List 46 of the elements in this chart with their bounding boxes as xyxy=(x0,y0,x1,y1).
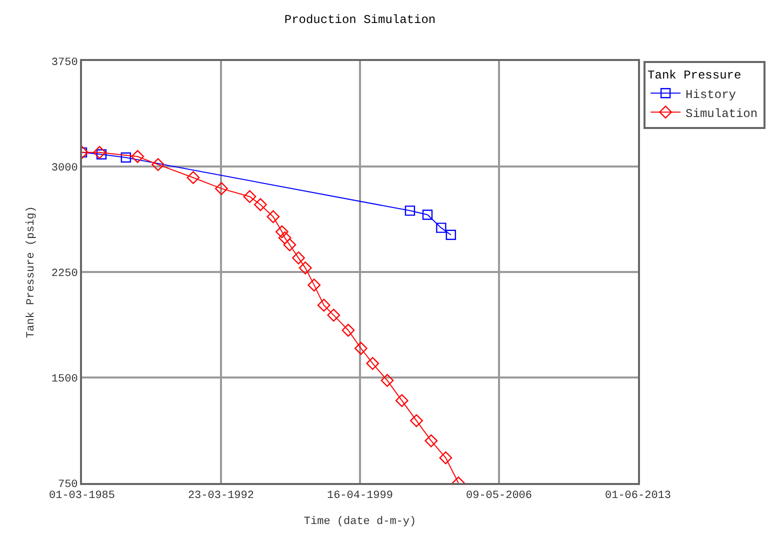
y-tick-label: 1500 xyxy=(51,373,78,386)
point xyxy=(276,225,288,238)
point xyxy=(446,230,456,240)
x-tick-label: 01-03-1985 xyxy=(48,490,116,502)
point xyxy=(404,206,416,216)
legend-label: History xyxy=(686,88,736,102)
point xyxy=(243,190,256,204)
y-tick-label: 3000 xyxy=(51,162,78,174)
point xyxy=(266,210,280,224)
y-tick-label: 750 xyxy=(58,478,78,491)
x-tick-label: 23-03-1992 xyxy=(188,490,254,502)
point xyxy=(152,158,165,171)
x-tick-label: 09-05-2006 xyxy=(466,490,532,502)
legend-label: Simulation xyxy=(686,106,758,121)
legend-title: Tank Pressure xyxy=(648,68,742,83)
point xyxy=(292,251,305,264)
point xyxy=(186,171,200,184)
point xyxy=(395,394,408,408)
point xyxy=(93,146,106,159)
y-tick-label: 3750 xyxy=(51,56,78,69)
point xyxy=(317,298,330,312)
x-tick-label: 01-06-2013 xyxy=(604,490,672,502)
point xyxy=(254,198,267,212)
point xyxy=(410,414,423,428)
point xyxy=(380,374,394,387)
y-tick-label: 2250 xyxy=(51,268,78,280)
y-axis-title: Tank Pressure (psig) xyxy=(26,206,38,338)
point xyxy=(327,308,340,322)
point xyxy=(131,150,144,163)
point xyxy=(422,210,433,220)
point xyxy=(278,231,292,244)
point xyxy=(120,152,132,163)
point xyxy=(283,238,296,252)
point xyxy=(96,149,107,160)
x-axis-title: Time (date d-m-y) xyxy=(304,516,416,528)
point xyxy=(298,261,312,274)
point xyxy=(342,324,355,337)
chart-title: Production Simulation xyxy=(284,12,436,27)
point xyxy=(366,356,380,370)
point xyxy=(354,342,368,355)
point xyxy=(436,222,446,233)
point xyxy=(214,182,228,196)
point xyxy=(308,278,321,292)
point xyxy=(424,434,438,448)
x-tick-label: 16-04-1999 xyxy=(326,490,393,502)
point xyxy=(439,451,452,464)
